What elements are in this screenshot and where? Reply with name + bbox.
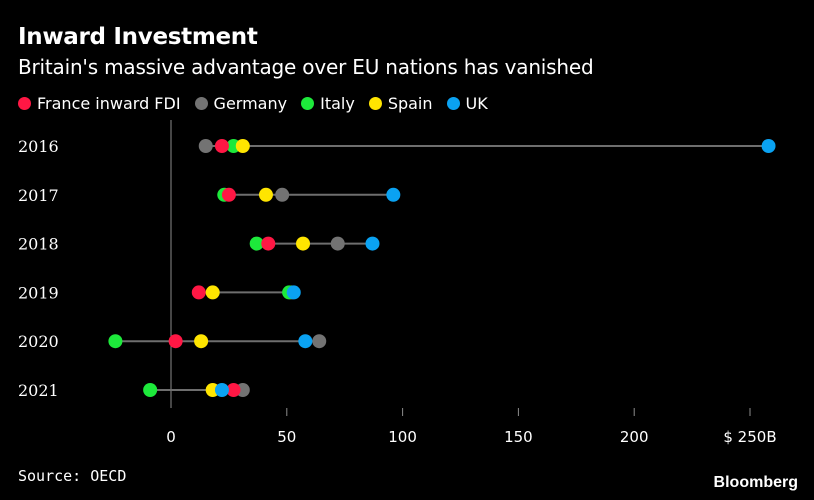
legend-label-germany: Germany	[213, 94, 288, 113]
data-point-spain	[235, 139, 250, 153]
year-label: 2020	[18, 332, 59, 351]
data-point-germany	[330, 236, 345, 251]
year-label: 2017	[18, 186, 59, 205]
chart-title: Inward Investment	[18, 24, 258, 50]
data-point-france	[221, 187, 236, 202]
year-label: 2019	[18, 283, 59, 302]
year-label: 2018	[18, 235, 59, 254]
legend-item-italy: Italy	[301, 94, 355, 113]
data-point-germany	[275, 187, 290, 202]
legend-label-uk: UK	[465, 94, 488, 113]
year-label: 2016	[18, 137, 59, 156]
data-point-france	[261, 236, 276, 251]
data-point-spain	[194, 334, 209, 349]
data-point-france	[168, 334, 183, 349]
legend-dot-spain	[368, 97, 382, 110]
x-tick-label: 100	[388, 428, 417, 446]
data-point-france	[214, 139, 229, 153]
data-point-germany	[198, 139, 213, 153]
legend-dot-italy	[301, 97, 315, 110]
data-point-italy	[143, 383, 158, 397]
chart-subtitle: Britain's massive advantage over EU nati…	[18, 55, 594, 79]
data-point-uk	[214, 383, 229, 397]
data-point-france	[191, 285, 206, 300]
data-point-spain	[205, 285, 220, 300]
year-label: 2021	[18, 381, 59, 400]
x-tick-label: 50	[277, 428, 296, 446]
x-tick-label: 200	[620, 428, 649, 446]
legend-item-germany: Germany	[194, 94, 288, 113]
data-point-spain	[258, 187, 273, 202]
data-point-italy	[249, 236, 264, 251]
legend-item-france: France inward FDI	[18, 94, 181, 113]
x-tick-label: 0	[166, 428, 176, 446]
legend-label-spain: Spain	[387, 94, 433, 113]
bloomberg-logo: Bloomberg	[713, 474, 798, 491]
data-point-spain	[296, 236, 311, 251]
legend-dot-france	[18, 97, 31, 110]
data-point-germany	[312, 334, 327, 349]
data-point-uk	[761, 139, 776, 153]
data-point-uk	[386, 187, 401, 202]
legend-item-spain: Spain	[368, 94, 433, 113]
source-note: Source: OECD	[18, 467, 127, 485]
x-tick-label: $ 250B	[723, 428, 776, 446]
data-point-uk	[298, 334, 313, 349]
legend-label-italy: Italy	[320, 94, 355, 113]
legend-dot-germany	[194, 97, 208, 110]
legend: France inward FDI Germany Italy Spain UK	[18, 94, 502, 113]
x-tick-label: 150	[504, 428, 533, 446]
legend-label-france: France inward FDI	[37, 94, 181, 113]
data-point-uk	[365, 236, 380, 251]
data-point-italy	[108, 334, 123, 349]
legend-item-uk: UK	[446, 94, 488, 113]
legend-dot-uk	[446, 97, 460, 110]
data-point-uk	[286, 285, 301, 300]
data-point-france	[226, 383, 241, 397]
